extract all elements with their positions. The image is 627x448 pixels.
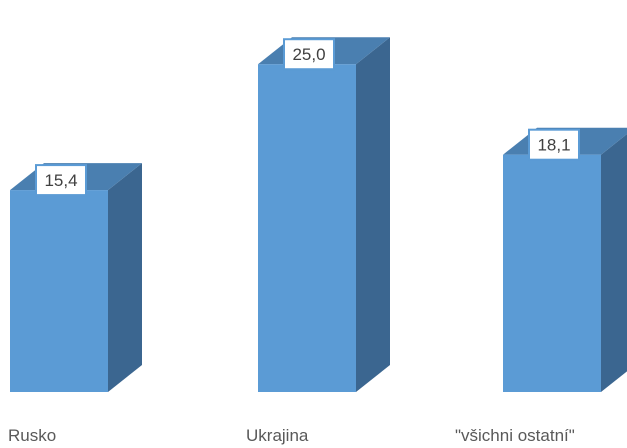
data-label-box — [35, 164, 87, 197]
data-label-value: 18,1 — [537, 136, 570, 155]
category-labels-group: Rusko Ukrajina "všichni ostatní" — [8, 426, 575, 445]
data-labels-group: 15,4 25,0 18,1 — [35, 38, 580, 197]
data-label-value: 25,0 — [292, 45, 325, 64]
bar-vsichni-ostatni — [503, 127, 627, 392]
bar-front-face — [503, 154, 601, 392]
category-label-ukrajina: Ukrajina — [246, 426, 309, 445]
data-label-box — [528, 128, 580, 161]
bar-ukrajina — [258, 37, 390, 392]
data-label-ukrajina: 25,0 — [283, 38, 335, 71]
data-label-rusko: 15,4 — [35, 164, 87, 197]
category-label-vsichni-ostatni: "všichni ostatní" — [455, 426, 575, 445]
bar-front-face — [10, 190, 108, 392]
data-label-value: 15,4 — [44, 171, 77, 190]
bar-side-face — [108, 163, 142, 392]
data-label-vsichni-ostatni: 18,1 — [528, 128, 580, 161]
bar-front-face — [258, 64, 356, 392]
category-label-rusko: Rusko — [8, 426, 56, 445]
bar-rusko — [10, 163, 142, 392]
bars-group — [10, 37, 627, 392]
bar-side-face — [356, 37, 390, 392]
data-label-box — [283, 38, 335, 71]
bar-side-face — [601, 134, 627, 392]
